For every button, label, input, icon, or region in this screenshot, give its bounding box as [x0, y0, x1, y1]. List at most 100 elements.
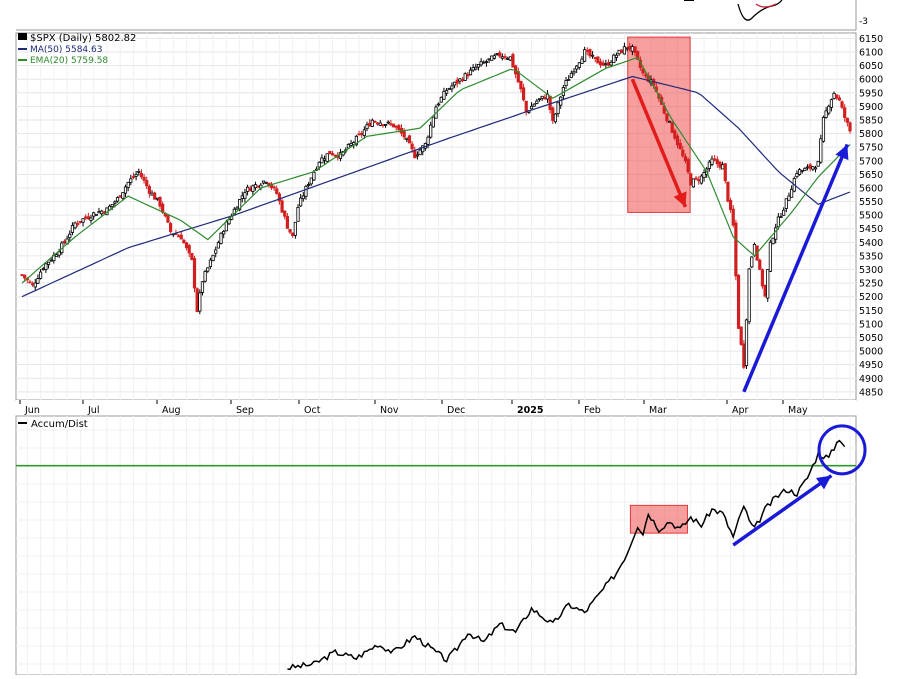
candle-body — [678, 142, 682, 150]
x-month-label: Jul — [87, 405, 99, 416]
candle-body — [787, 195, 791, 201]
candle-body — [445, 90, 449, 94]
candle-body — [821, 116, 826, 142]
candle-body — [169, 223, 173, 232]
candle-body — [123, 186, 128, 194]
candle-body — [307, 184, 311, 186]
candle-body — [33, 282, 37, 288]
candle-body — [439, 96, 443, 103]
top-indicator-strip: -3 — [0, 0, 900, 31]
candle-body — [819, 138, 823, 163]
legend-ma50: MA(50) 5584.63 — [30, 45, 102, 55]
y-tick-label: 5700 — [859, 156, 883, 167]
candle-body — [325, 153, 329, 162]
candle-body — [782, 209, 786, 216]
candle-body — [492, 55, 496, 59]
candle-body — [630, 46, 634, 52]
ma50-line — [21, 75, 851, 298]
candle-body — [386, 121, 390, 124]
candle-body — [450, 85, 454, 90]
candle-body — [736, 274, 741, 329]
candle-body — [455, 79, 459, 84]
candle-body — [134, 173, 138, 177]
candle-body — [68, 233, 72, 239]
candle-body — [681, 149, 685, 157]
x-month-label: Dec — [447, 405, 465, 416]
candle-body — [330, 153, 335, 156]
candle-body — [466, 74, 470, 77]
candle-body — [208, 259, 213, 268]
candle-body — [524, 100, 528, 113]
strip-line — [737, 0, 783, 21]
candle-body — [752, 244, 757, 256]
blue-arrow-ad-shaft — [732, 474, 833, 547]
candle-body — [683, 156, 688, 162]
candle-body — [779, 216, 783, 219]
candle-body — [675, 135, 680, 146]
candle-body — [280, 200, 284, 213]
candle-body — [567, 79, 571, 81]
candle-body — [110, 203, 114, 208]
candle-body — [747, 268, 751, 323]
candle-body — [710, 158, 714, 165]
candle-body — [139, 173, 144, 178]
ad-highlight-circle — [817, 424, 867, 476]
x-month-label: Mar — [649, 405, 667, 416]
candle-body — [577, 62, 581, 68]
candle-body — [378, 122, 382, 126]
candle-body — [368, 122, 372, 127]
candle-body — [338, 152, 343, 159]
y-tick-label: 4850 — [859, 387, 883, 398]
y-tick-label: 5750 — [859, 143, 883, 154]
candle-body — [707, 161, 711, 169]
candle-body — [784, 198, 788, 209]
ad-title: Accum/Dist — [31, 419, 88, 430]
y-tick-label: 5300 — [859, 265, 883, 276]
candle-body — [301, 195, 305, 200]
candle-body — [346, 143, 351, 149]
candle-body — [670, 122, 674, 133]
price-legend: $SPX (Daily) 5802.82 MA(50) 5584.63 EMA(… — [18, 33, 136, 66]
candle-body — [564, 80, 568, 86]
candle-body — [145, 180, 149, 187]
candle-body — [813, 167, 818, 170]
candle-body — [840, 101, 844, 108]
candle-body — [633, 46, 637, 53]
candle-body — [726, 181, 730, 202]
legend-symbol: $SPX (Daily) 5802.82 — [30, 33, 136, 44]
candle-body — [511, 54, 515, 68]
x-month-label: Feb — [584, 405, 601, 416]
candle-body — [402, 130, 406, 138]
candle-body — [373, 120, 377, 123]
candle-body — [405, 137, 409, 140]
candle-body — [126, 181, 130, 188]
candle-body — [102, 211, 106, 214]
candle-body — [609, 61, 613, 66]
candle-body — [805, 166, 810, 169]
y-tick-label: 5150 — [859, 306, 883, 317]
y-tick-label: 5200 — [859, 292, 883, 303]
candle-body — [442, 90, 446, 100]
candle-body — [721, 164, 725, 170]
candle-body — [200, 281, 205, 293]
candle-body — [484, 61, 489, 64]
candle-body — [827, 105, 831, 114]
candle-body — [548, 95, 552, 110]
candle-body — [362, 129, 366, 136]
candle-body — [285, 216, 289, 229]
candle-body — [758, 259, 762, 270]
candle-body — [715, 159, 719, 165]
candle-body — [431, 116, 435, 128]
candle-body — [596, 56, 600, 64]
candle-body — [590, 54, 595, 57]
candle-body — [800, 169, 804, 172]
candle-body — [182, 239, 186, 244]
candle-body — [593, 57, 597, 59]
ad-legend: Accum/Dist — [18, 419, 88, 430]
x-month-label: Nov — [380, 405, 399, 416]
candle-body — [261, 180, 266, 184]
candle-body — [328, 150, 332, 155]
y-tick-label: 5100 — [859, 319, 883, 330]
candle-body — [224, 221, 228, 232]
candle-body — [529, 105, 534, 110]
